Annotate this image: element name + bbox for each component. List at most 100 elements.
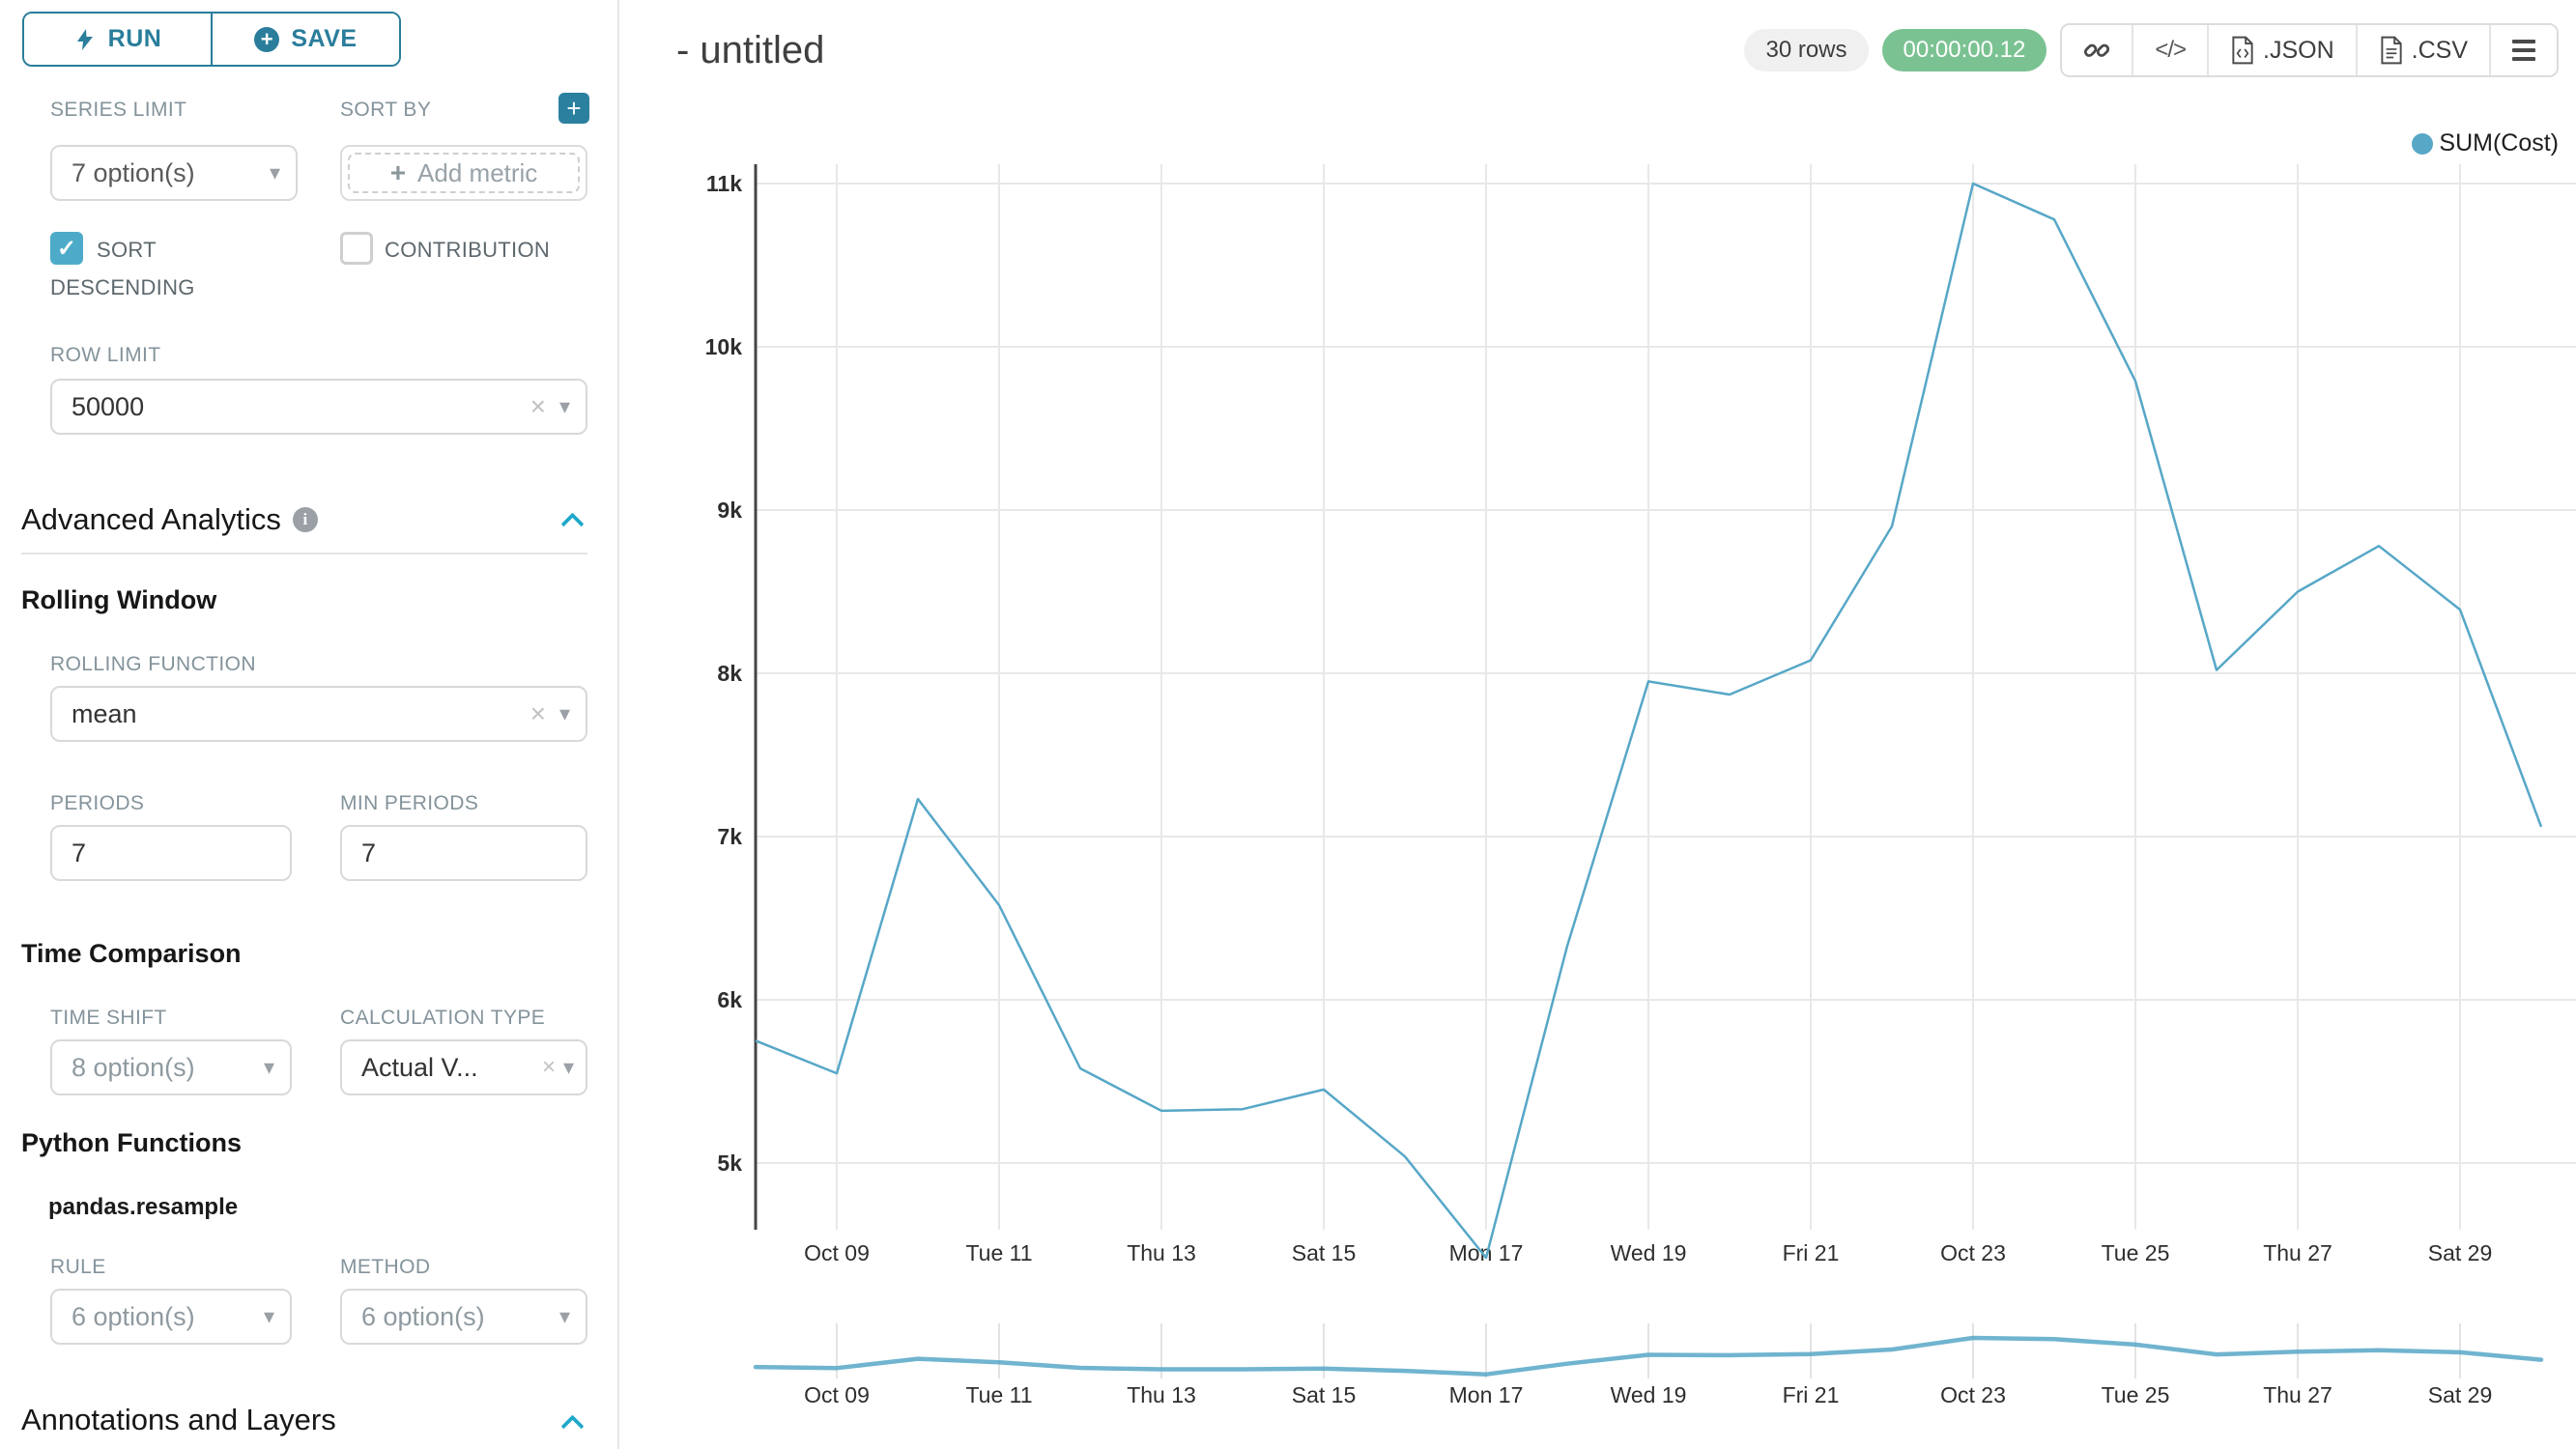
time-shift-label: TIME SHIFT xyxy=(50,1007,167,1029)
json-label: .JSON xyxy=(2263,36,2334,64)
code-icon: </> xyxy=(2155,37,2187,63)
link-icon xyxy=(2084,43,2110,57)
rule-label: RULE xyxy=(50,1256,106,1278)
svg-text:Wed 19: Wed 19 xyxy=(1611,1240,1687,1265)
export-csv-button[interactable]: .CSV xyxy=(2355,25,2489,75)
check-icon: ✓ xyxy=(56,235,77,262)
svg-text:Thu 27: Thu 27 xyxy=(2263,1240,2333,1265)
contribution-label: CONTRIBUTION xyxy=(385,238,551,262)
min-periods-input[interactable] xyxy=(340,825,587,881)
row-limit-label: ROW LIMIT xyxy=(50,344,161,366)
chevron-up-icon[interactable] xyxy=(563,1412,583,1432)
x-icon[interactable]: × xyxy=(541,1054,556,1080)
caret-down-icon: ▾ xyxy=(263,1304,274,1328)
share-link-button[interactable] xyxy=(2062,25,2132,75)
legend-dot-icon xyxy=(2412,132,2434,155)
sort-by-label: SORT BY xyxy=(340,99,432,121)
method-value: 6 option(s) xyxy=(361,1301,485,1331)
calculation-type-label: CALCULATION TYPE xyxy=(340,1007,546,1029)
add-metric-inner: + Add metric xyxy=(348,153,580,193)
sort-descending-label-2: DESCENDING xyxy=(50,275,195,299)
legend-item-sum-cost[interactable]: SUM(Cost) xyxy=(2412,129,2559,157)
svg-text:Oct 23: Oct 23 xyxy=(1940,1382,2006,1407)
legend-label: SUM(Cost) xyxy=(2439,129,2559,156)
plus-circle-icon: + xyxy=(254,26,280,52)
rolling-window-heading: Rolling Window xyxy=(21,585,217,614)
svg-text:Thu 13: Thu 13 xyxy=(1127,1382,1196,1407)
row-limit-select[interactable]: 50000 × ▾ xyxy=(50,379,587,435)
info-icon[interactable]: i xyxy=(292,507,318,532)
svg-text:Sat 15: Sat 15 xyxy=(1292,1382,1357,1407)
svg-text:Mon 17: Mon 17 xyxy=(1449,1240,1524,1265)
calculation-type-select[interactable]: Actual V... × ▾ xyxy=(340,1039,587,1095)
timeseries-line-chart[interactable]: 11k 10k 9k 8k 7k 6k 5k Oct 09 Tue 11 Thu 13 Sat 15… xyxy=(619,0,2576,1449)
csv-label: .CSV xyxy=(2411,36,2468,64)
svg-text:Oct 23: Oct 23 xyxy=(1940,1240,2006,1265)
rule-select[interactable]: 6 option(s) ▾ xyxy=(50,1289,292,1345)
pandas-resample-label: pandas.resample xyxy=(48,1194,239,1220)
file-code-icon xyxy=(2232,36,2253,65)
export-json-button[interactable]: .JSON xyxy=(2207,25,2356,75)
periods-input[interactable] xyxy=(50,825,292,881)
sort-descending-checkbox[interactable]: ✓ xyxy=(50,232,83,265)
python-functions-heading: Python Functions xyxy=(21,1128,242,1157)
contribution-checkbox[interactable] xyxy=(340,232,373,265)
time-shift-select[interactable]: 8 option(s) ▾ xyxy=(50,1039,292,1095)
svg-text:Sat 29: Sat 29 xyxy=(2428,1240,2493,1265)
row-limit-value: 50000 xyxy=(72,391,145,421)
svg-text:9k: 9k xyxy=(717,497,742,523)
svg-text:Mon 17: Mon 17 xyxy=(1449,1382,1524,1407)
svg-text:7k: 7k xyxy=(717,824,742,849)
chart-panel: - untitled 30 rows 00:00:00.12 </> .JSON xyxy=(619,0,2576,1449)
chart-title[interactable]: - untitled xyxy=(676,29,825,71)
svg-text:Sat 15: Sat 15 xyxy=(1292,1240,1357,1265)
svg-text:Tue 25: Tue 25 xyxy=(2102,1382,2170,1407)
query-timer-badge: 00:00:00.12 xyxy=(1881,29,2047,71)
rolling-function-select[interactable]: mean × ▾ xyxy=(50,686,587,742)
svg-text:Fri 21: Fri 21 xyxy=(1783,1240,1840,1265)
x-icon[interactable]: × xyxy=(530,391,546,421)
caret-down-icon: ▾ xyxy=(263,1055,274,1079)
plus-icon: + xyxy=(389,157,407,187)
caret-down-icon: ▾ xyxy=(558,394,570,418)
min-periods-label: MIN PERIODS xyxy=(340,792,479,814)
periods-label: PERIODS xyxy=(50,792,145,814)
svg-text:5k: 5k xyxy=(717,1151,742,1176)
caret-down-icon: ▾ xyxy=(558,701,570,725)
svg-text:Oct 09: Oct 09 xyxy=(804,1240,870,1265)
svg-text:Tue 25: Tue 25 xyxy=(2102,1240,2170,1265)
caret-down-icon: ▾ xyxy=(558,1304,570,1328)
control-panel-sidebar: RUN + SAVE SERIES LIMIT SORT BY + 7 opti… xyxy=(0,0,619,1449)
save-button[interactable]: + SAVE xyxy=(211,14,399,65)
run-save-button-group: RUN + SAVE xyxy=(22,12,401,67)
annotations-title: Annotations and Layers xyxy=(21,1403,336,1436)
svg-text:Sat 29: Sat 29 xyxy=(2428,1382,2493,1407)
svg-text:Oct 09: Oct 09 xyxy=(804,1382,870,1407)
annotations-heading[interactable]: Annotations and Layers xyxy=(21,1403,336,1437)
method-label: METHOD xyxy=(340,1256,431,1278)
series-limit-select[interactable]: 7 option(s) ▾ xyxy=(50,145,298,201)
svg-text:6k: 6k xyxy=(717,987,742,1012)
calculation-type-value: Actual V... xyxy=(361,1052,478,1082)
menu-icon xyxy=(2512,40,2535,61)
run-button[interactable]: RUN xyxy=(24,14,211,65)
section-divider xyxy=(21,553,587,554)
run-button-label: RUN xyxy=(107,25,162,52)
method-select[interactable]: 6 option(s) ▾ xyxy=(340,1289,587,1345)
plus-icon: + xyxy=(566,94,582,123)
sort-by-add-metric[interactable]: + Add metric xyxy=(340,145,587,201)
rolling-function-label: ROLLING FUNCTION xyxy=(50,653,256,675)
caret-down-icon: ▾ xyxy=(269,160,280,185)
advanced-analytics-heading[interactable]: Advanced Analytics i xyxy=(21,502,318,537)
add-sort-metric-button[interactable]: + xyxy=(558,93,589,124)
x-icon[interactable]: × xyxy=(530,698,546,728)
sort-descending-label-1: SORT xyxy=(97,238,157,262)
embed-code-button[interactable]: </> xyxy=(2132,25,2208,75)
svg-text:8k: 8k xyxy=(717,661,742,686)
save-button-label: SAVE xyxy=(291,25,358,52)
chevron-up-icon[interactable] xyxy=(563,510,583,529)
more-options-button[interactable] xyxy=(2489,25,2557,75)
advanced-analytics-title: Advanced Analytics xyxy=(21,502,281,536)
svg-text:Thu 13: Thu 13 xyxy=(1127,1240,1196,1265)
svg-text:Wed 19: Wed 19 xyxy=(1611,1382,1687,1407)
